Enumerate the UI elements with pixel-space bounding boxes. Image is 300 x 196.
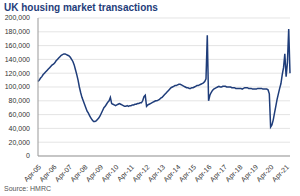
svg-text:Apr-11: Apr-11	[115, 163, 136, 183]
svg-text:Apr-08: Apr-08	[68, 163, 89, 184]
svg-text:Apr-06: Apr-06	[37, 163, 58, 184]
svg-text:Apr-07: Apr-07	[53, 163, 74, 184]
svg-text:140,000: 140,000	[8, 56, 30, 63]
svg-text:60,000: 60,000	[9, 111, 31, 118]
svg-text:100,000: 100,000	[8, 83, 30, 90]
svg-text:Apr-16: Apr-16	[193, 163, 213, 184]
svg-text:Apr-10: Apr-10	[99, 163, 120, 184]
html-text:Source: HMRC: Source: HMRC	[4, 185, 52, 192]
svg-text:Apr-05: Apr-05	[22, 163, 43, 184]
html-text:UK housing market transactions: UK housing market transactions	[4, 2, 158, 13]
svg-text:180,000: 180,000	[8, 28, 30, 35]
svg-text:120,000: 120,000	[8, 70, 30, 77]
svg-text:Apr-20: Apr-20	[255, 163, 275, 184]
svg-text:Apr-15: Apr-15	[177, 163, 198, 184]
svg-text:0: 0	[26, 152, 30, 159]
svg-text:200,000: 200,000	[8, 14, 30, 21]
svg-text:Apr-09: Apr-09	[84, 163, 105, 184]
svg-text:Apr-18: Apr-18	[224, 163, 244, 184]
svg-text:160,000: 160,000	[8, 42, 30, 49]
svg-text:Apr-21: Apr-21	[271, 163, 292, 184]
svg-text:20,000: 20,000	[9, 139, 31, 146]
svg-text:Apr-12: Apr-12	[131, 163, 151, 184]
svg-text:Apr-17: Apr-17	[208, 163, 229, 184]
svg-text:Apr-13: Apr-13	[146, 163, 167, 184]
svg-text:40,000: 40,000	[9, 125, 31, 132]
svg-text:Apr-19: Apr-19	[239, 163, 260, 184]
svg-text:80,000: 80,000	[9, 97, 31, 104]
svg-text:Apr-14: Apr-14	[162, 163, 182, 184]
